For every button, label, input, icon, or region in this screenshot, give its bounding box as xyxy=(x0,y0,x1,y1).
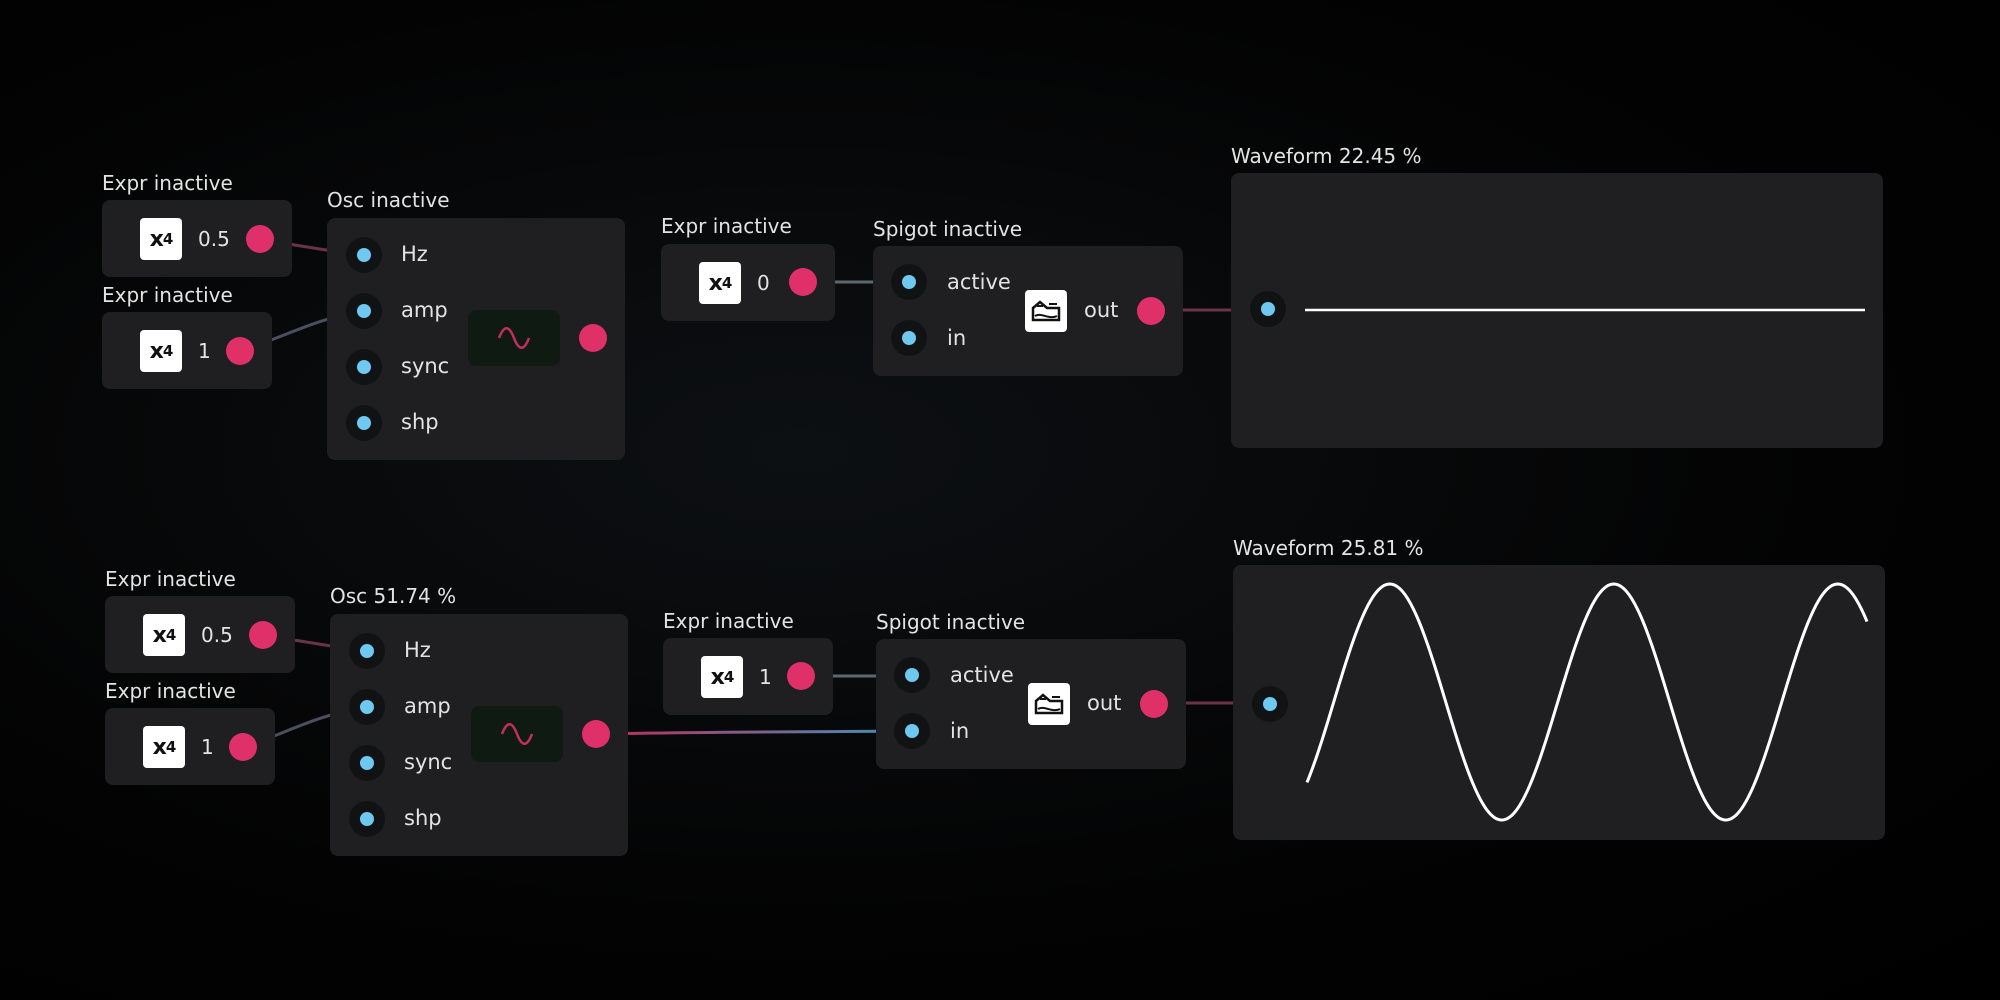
inlet-in[interactable] xyxy=(894,713,930,749)
inlet-port[interactable] xyxy=(1250,291,1286,327)
inlet-in[interactable] xyxy=(891,320,927,356)
outlet-port[interactable] xyxy=(789,268,817,296)
wire xyxy=(595,729,909,736)
spigot-icon xyxy=(1025,290,1067,332)
waveform-display[interactable] xyxy=(1233,565,1885,840)
sine-icon xyxy=(471,706,563,762)
expr-value: 0.5 xyxy=(198,227,230,251)
node-title: Expr inactive xyxy=(661,214,792,238)
outlet-port[interactable] xyxy=(229,733,257,761)
outlet-port[interactable] xyxy=(249,621,277,649)
waveform-display[interactable] xyxy=(1231,173,1883,448)
inlet-sync[interactable] xyxy=(349,745,385,781)
port-label: amp xyxy=(401,298,448,322)
inlet-hz[interactable] xyxy=(349,633,385,669)
outlet-port[interactable] xyxy=(582,720,610,748)
port-label: active xyxy=(947,270,1011,294)
node-title: Waveform 25.81 % xyxy=(1233,536,1424,560)
node-title: Expr inactive xyxy=(102,283,233,307)
expr-value: 1 xyxy=(759,665,772,689)
inlet-port[interactable] xyxy=(1252,686,1288,722)
port-label: active xyxy=(950,663,1014,687)
outlet-port[interactable] xyxy=(787,662,815,690)
osc-node[interactable]: Hz amp sync shp xyxy=(330,614,628,856)
node-title: Spigot inactive xyxy=(876,610,1026,634)
port-label: shp xyxy=(401,410,439,434)
expr-value: 1 xyxy=(201,735,214,759)
expr-value: 0.5 xyxy=(201,623,233,647)
waveform-trace xyxy=(1305,582,1869,822)
outlet-port[interactable] xyxy=(1137,297,1165,325)
expr-value: 0 xyxy=(757,271,770,295)
node-title: Expr inactive xyxy=(105,679,236,703)
node-title: Spigot inactive xyxy=(873,217,1023,241)
sine-icon xyxy=(468,310,560,366)
port-label: Hz xyxy=(401,242,428,266)
inlet-active[interactable] xyxy=(894,657,930,693)
spigot-node[interactable]: active in out xyxy=(876,639,1186,769)
osc-node[interactable]: Hz amp sync shp xyxy=(327,218,625,460)
inlet-shp[interactable] xyxy=(346,405,382,441)
outlet-port[interactable] xyxy=(1140,690,1168,718)
node-title: Osc inactive xyxy=(327,188,450,212)
port-label: out xyxy=(1087,691,1122,715)
inlet-amp[interactable] xyxy=(349,689,385,725)
expr-value: 1 xyxy=(198,339,211,363)
waveform-trace xyxy=(1305,308,1865,312)
node-title: Waveform 22.45 % xyxy=(1231,144,1422,168)
node-title: Expr inactive xyxy=(102,171,233,195)
port-label: shp xyxy=(404,806,442,830)
inlet-sync[interactable] xyxy=(346,349,382,385)
inlet-active[interactable] xyxy=(891,264,927,300)
inlet-hz[interactable] xyxy=(346,237,382,273)
port-label: sync xyxy=(404,750,453,774)
port-label: Hz xyxy=(404,638,431,662)
node-title: Osc 51.74 % xyxy=(330,584,457,608)
spigot-node[interactable]: active in out xyxy=(873,246,1183,376)
port-label: amp xyxy=(404,694,451,718)
node-title: Expr inactive xyxy=(663,609,794,633)
spigot-icon xyxy=(1028,683,1070,725)
port-label: in xyxy=(947,326,967,350)
outlet-port[interactable] xyxy=(579,324,607,352)
port-label: out xyxy=(1084,298,1119,322)
inlet-shp[interactable] xyxy=(349,801,385,837)
node-title: Expr inactive xyxy=(105,567,236,591)
outlet-port[interactable] xyxy=(246,225,274,253)
inlet-amp[interactable] xyxy=(346,293,382,329)
port-label: in xyxy=(950,719,970,743)
port-label: sync xyxy=(401,354,450,378)
outlet-port[interactable] xyxy=(226,337,254,365)
